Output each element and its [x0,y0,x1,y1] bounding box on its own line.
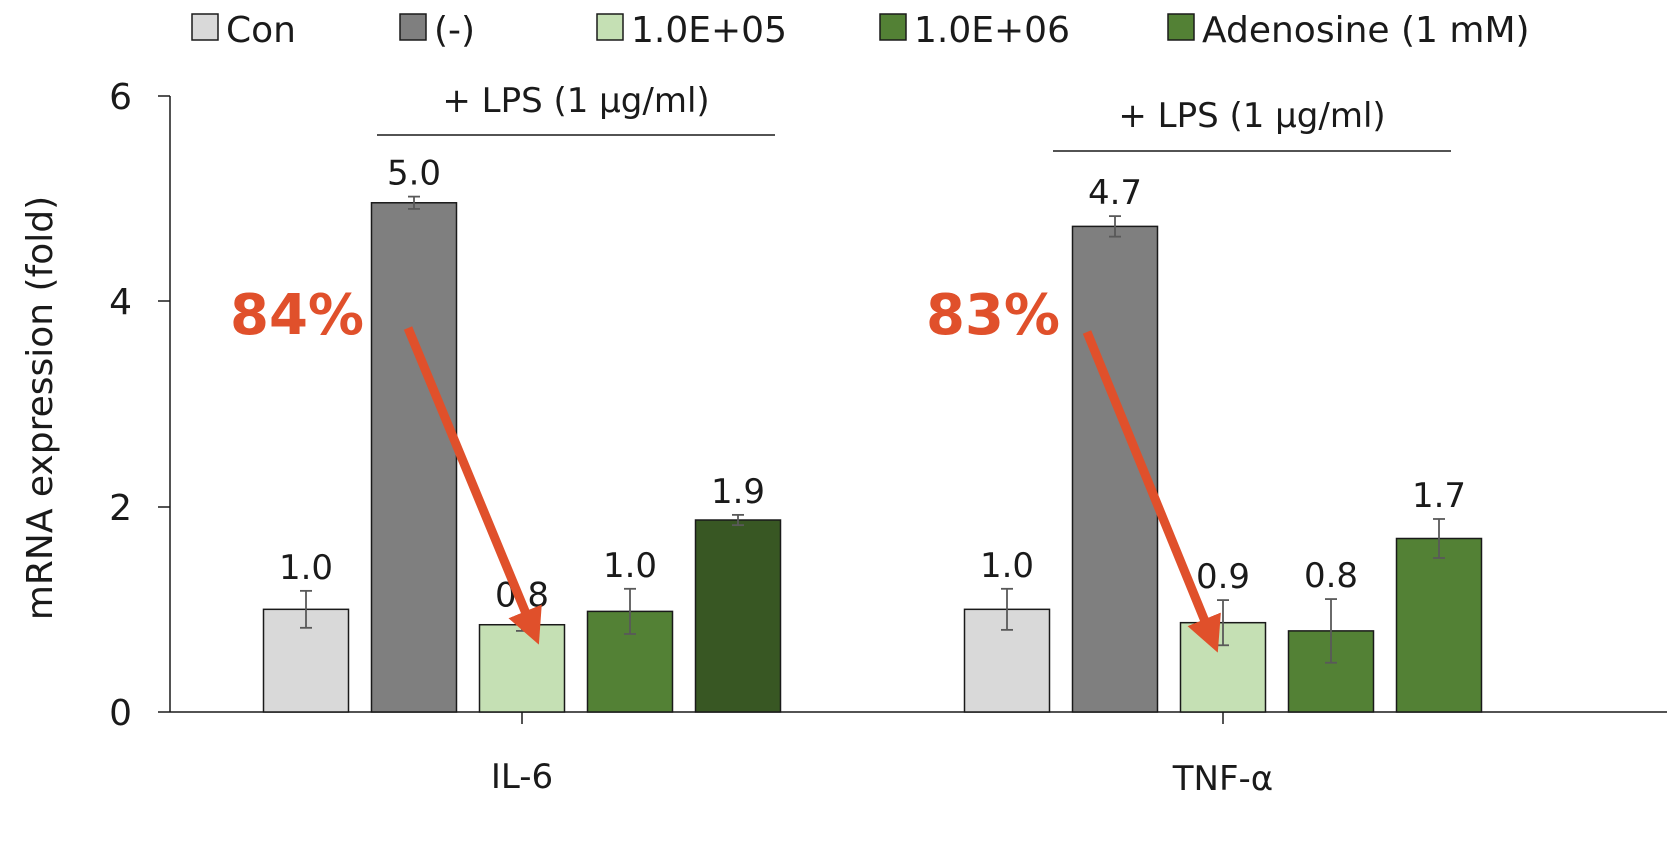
value-label-1e06-tnf: 0.8 [1304,556,1358,596]
lps-annotation-tnf: + LPS (1 μg/ml) [1053,96,1451,152]
bar-1e05-il6 [478,623,566,713]
reduction-annotation-il6: 84% [230,283,542,645]
value-label-con-tnf: 1.0 [980,546,1034,586]
error-bar-lps-only-il6 [408,195,420,210]
error-bar-1e06-tnf [1325,598,1337,664]
x-label-il6: IL-6 [491,757,553,797]
value-label-con-il6: 1.0 [279,548,333,588]
legend-item-lps-only: (-) [399,10,475,51]
y-tick-label-2: 2 [109,488,132,529]
y-tick-label-0: 0 [109,693,132,734]
error-bar-adenosine-il6 [732,513,744,527]
value-label-adenosine-il6: 1.9 [711,472,765,512]
error-bar-lps-only-tnf [1109,215,1121,238]
legend-swatch-1e06 [879,13,907,41]
value-label-adenosine-tnf: 1.7 [1412,476,1466,516]
error-bar-adenosine-tnf [1433,518,1445,559]
legend-label-adenosine: Adenosine (1 mM) [1202,10,1530,51]
lps-annotation-il6: + LPS (1 μg/ml) [377,81,775,136]
legend-label-lps-only: (-) [434,10,475,51]
y-ticks: 0 2 4 6 [109,77,170,734]
error-bar-con-tnf [1001,587,1013,631]
legend-label-1e05: 1.0E+05 [631,10,787,51]
legend-item-1e06: 1.0E+06 [879,10,1070,51]
legend-swatch-1e05 [596,13,624,41]
legend-label-1e06: 1.0E+06 [914,10,1070,51]
y-tick-label-4: 4 [109,282,132,323]
bar-adenosine-il6 [694,519,782,713]
lps-label-il6: + LPS (1 μg/ml) [442,81,709,121]
legend-swatch-lps-only [399,13,427,41]
error-bar-1e06-il6 [624,587,636,635]
error-bar-con-il6 [300,589,312,629]
bar-adenosine-tnf [1395,537,1483,713]
reduction-arrow-tnf [1082,330,1221,653]
value-label-1e05-tnf: 0.9 [1196,557,1250,597]
bar-series: 1.05.00.81.01.91.04.70.90.81.7 [262,154,1483,713]
reduction-arrow-il6 [403,326,542,645]
x-categories: IL-6 TNF-α [491,712,1273,799]
reduction-annotation-tnf: 83% [926,283,1221,653]
legend-item-1e05: 1.0E+05 [596,10,787,51]
value-label-1e06-il6: 1.0 [603,546,657,586]
y-axis-title: mRNA expression (fold) [20,196,61,620]
legend-item-con: Con [191,10,296,51]
x-label-tnf: TNF-α [1172,759,1273,799]
legend-swatch-adenosine [1167,13,1195,41]
bar-lps-only-il6 [370,202,458,713]
value-label-lps-only-il6: 5.0 [387,154,441,194]
lps-label-tnf: + LPS (1 μg/ml) [1118,96,1385,136]
reduction-percent-il6: 84% [230,283,364,348]
legend-swatch-con [191,13,219,41]
value-label-lps-only-tnf: 4.7 [1088,173,1142,213]
legend-item-adenosine: Adenosine (1 mM) [1167,10,1530,51]
reduction-percent-tnf: 83% [926,283,1060,348]
y-tick-label-6: 6 [109,77,132,118]
legend: Con (-) 1.0E+05 1.0E+06 Adenosine (1 mM) [191,10,1530,51]
legend-label-con: Con [226,10,296,51]
